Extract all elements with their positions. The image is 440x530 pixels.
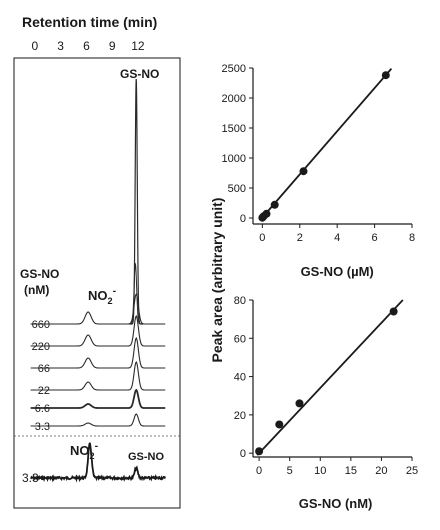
trace-concentration-label: 6.6 [35, 403, 50, 415]
chromatogram-traces: 660 220 66 22 6.6 3.3 [30, 78, 166, 433]
x-tick-label: 2 [297, 232, 303, 244]
y-tick-label: 80 [234, 295, 246, 307]
chromatogram-panel: Retention time (min) 0 3 6 9 12 GS-NO (nM) G… [13, 14, 181, 509]
y-tick-label: 0 [240, 213, 246, 225]
y-tick-label: 1000 [222, 153, 246, 165]
gsno-concentration-header: GS-NO [20, 267, 59, 281]
trace-concentration-label: 660 [32, 319, 50, 331]
data-point [255, 447, 264, 456]
retention-tick-label: 9 [109, 39, 116, 53]
retention-tick-label: 0 [32, 39, 39, 53]
x-tick-label: 0 [256, 465, 262, 477]
nitrite-subscript: 2 [108, 296, 113, 306]
chromatogram-trace [30, 315, 166, 347]
chromatogram-trace [30, 388, 166, 409]
data-point [295, 399, 304, 408]
nitrite-label-text: NO2- [70, 441, 99, 461]
shared-y-axis-label: Peak area (arbitrary unit) [209, 198, 225, 363]
inset-chromatogram: 3.3 NO2- GS-NO [22, 441, 166, 485]
nitrite-base: NO [88, 288, 108, 303]
y-tick-label: 1500 [222, 123, 246, 135]
retention-tick-label: 6 [83, 39, 90, 53]
x-axis-label: GS-NO (nM) [299, 496, 373, 511]
trace-concentration-label: 22 [38, 385, 50, 397]
chromatogram-title: Retention time (min) [22, 14, 157, 30]
data-point [275, 420, 284, 429]
nitrite-superscript: - [95, 441, 99, 452]
chromatogram-trace [30, 413, 166, 427]
inset-trace [30, 442, 166, 483]
nitrite-subscript: 2 [90, 451, 95, 461]
x-tick-label: 0 [259, 232, 265, 244]
x-tick-label: 5 [287, 465, 293, 477]
y-tick-label: 2000 [222, 93, 246, 105]
y-tick-label: 2500 [222, 63, 246, 75]
y-tick-label: 0 [240, 448, 246, 460]
x-tick-label: 10 [314, 465, 326, 477]
retention-tick-label: 3 [57, 39, 64, 53]
y-tick-label: 40 [234, 372, 246, 384]
x-tick-label: 15 [345, 465, 357, 477]
gsno-shoulder-peak [129, 262, 144, 325]
data-point [270, 200, 279, 209]
gsno-peak-label: GS-NO [120, 67, 159, 81]
regression-line [256, 299, 404, 456]
trace-concentration-label: 66 [38, 363, 50, 375]
x-axis-label: GS-NO (µM) [301, 264, 374, 279]
trace-concentration-label: 220 [32, 341, 50, 353]
x-tick-label: 8 [409, 232, 415, 244]
calibration-plot-nanomolar: 0 20 40 60 80 0 5 10 15 20 25 GS-NO (nM) [234, 295, 418, 511]
x-tick-label: 4 [334, 232, 340, 244]
nitrite-superscript: - [113, 286, 117, 297]
y-tick-label: 20 [234, 410, 246, 422]
inset-gsno-label: GS-NO [128, 451, 165, 463]
trace-concentration-label: 3.3 [35, 421, 50, 433]
inset-concentration-label: 3.3 [22, 471, 39, 485]
chromatogram-trace [30, 337, 166, 369]
x-tick-label: 20 [375, 465, 387, 477]
gsno-concentration-unit: (nM) [24, 283, 49, 297]
nitrite-base: NO [70, 443, 90, 458]
data-point [389, 307, 398, 316]
regression-line [260, 68, 393, 220]
y-tick-label: 60 [234, 333, 246, 345]
chromatogram-frame [13, 57, 181, 509]
chromatogram-trace [30, 361, 166, 391]
nitrite-label-text: NO2- [88, 286, 117, 306]
retention-time-ticks: 0 3 6 9 12 [32, 39, 145, 53]
y-tick-label: 500 [228, 183, 246, 195]
x-tick-label: 6 [372, 232, 378, 244]
retention-tick-label: 12 [131, 39, 145, 53]
data-point [262, 209, 271, 218]
nitrite-peak-label: NO2- [88, 286, 117, 306]
calibration-plot-micromolar: 0 500 1000 1500 2000 2500 0 2 4 6 8 GS-NO (µM) [222, 63, 416, 279]
data-point [381, 71, 390, 80]
x-tick-label: 25 [406, 465, 418, 477]
data-point [299, 167, 308, 176]
